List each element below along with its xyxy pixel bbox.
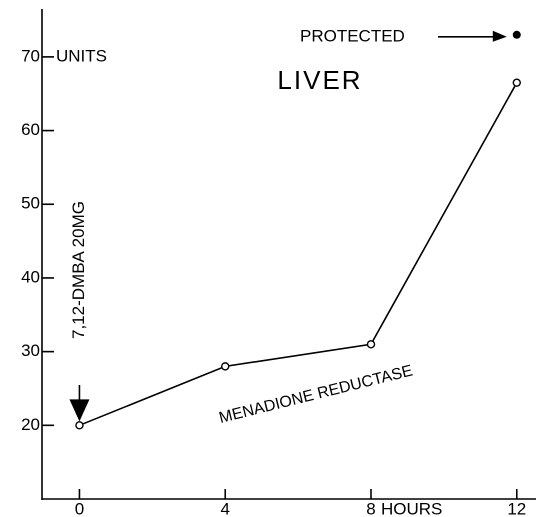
chart-title: LIVER [277, 65, 362, 95]
y-tick-label: 50 [21, 194, 40, 213]
y-axis-label: UNITS [56, 46, 107, 65]
data-point [75, 421, 84, 430]
data-point [221, 362, 230, 371]
data-point [366, 340, 376, 349]
y-tick-label: 20 [21, 415, 40, 434]
protected-arrowhead [492, 30, 507, 42]
treatment-label: 7,12-DMBA 20MG [69, 201, 88, 339]
data-point [512, 78, 521, 87]
x-tick-label: 4 [220, 499, 229, 517]
protected-point [512, 30, 521, 39]
x-tick-label: 0 [75, 499, 84, 517]
treatment-arrowhead [69, 399, 90, 422]
series-line [79, 82, 518, 427]
y-tick-label: 30 [21, 341, 40, 360]
series-label: MENADIONE REDUCTASE [217, 362, 414, 427]
x-tick-label: 8 [366, 499, 375, 517]
protected-label: PROTECTED [300, 26, 405, 45]
x-axis-label: HOURS [381, 499, 442, 517]
y-tick-label: 70 [21, 46, 40, 65]
y-tick-label: 60 [21, 120, 40, 139]
y-tick-label: 40 [21, 267, 40, 286]
x-tick-label: 12 [507, 499, 526, 517]
